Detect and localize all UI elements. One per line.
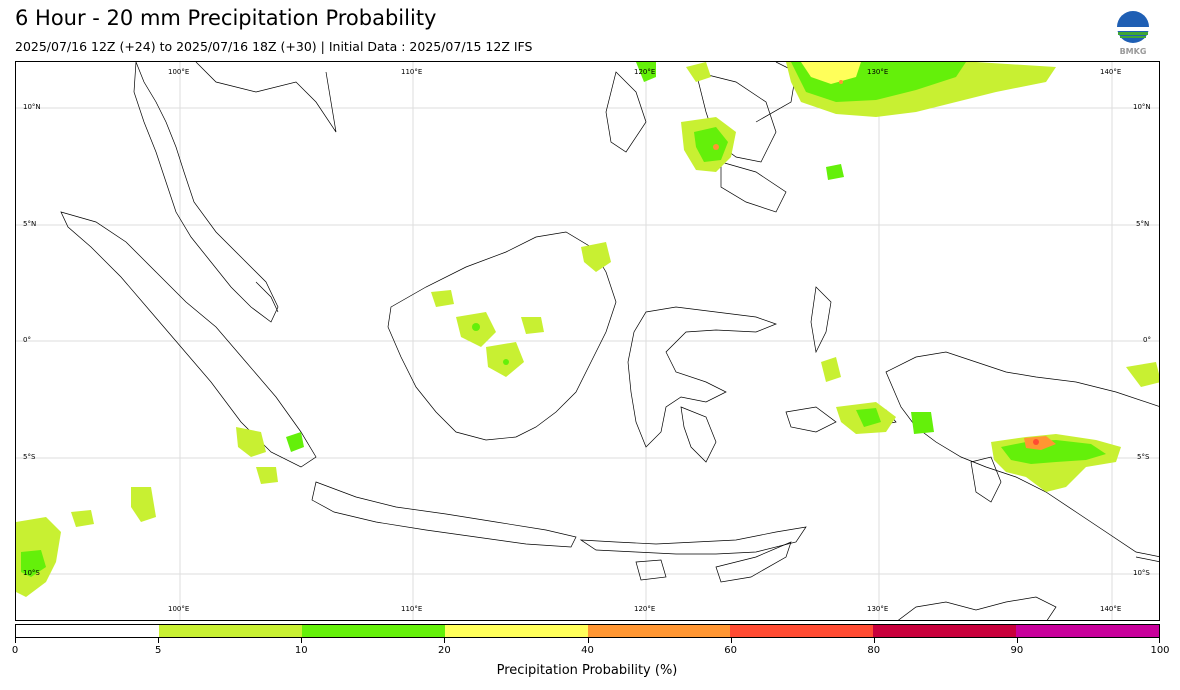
colorbar-segment <box>1016 625 1159 637</box>
colorbar-tick <box>873 638 875 643</box>
lat-label-right: 10°N <box>1133 103 1151 111</box>
colorbar-tick <box>587 638 589 643</box>
colorbar <box>15 624 1160 638</box>
precip-areas <box>16 62 1159 597</box>
coastlines <box>60 62 1159 620</box>
lat-label-left: 10°S <box>23 569 40 577</box>
colorbar-tick <box>444 638 446 643</box>
colorbar-tick-label: 80 <box>867 645 881 656</box>
gridlines <box>16 62 1159 620</box>
colorbar-segment <box>873 625 1017 637</box>
colorbar-tick <box>1016 638 1018 643</box>
colorbar-tick-label: 100 <box>1150 645 1170 656</box>
chart-subtitle: 2025/07/16 12Z (+24) to 2025/07/16 18Z (… <box>15 39 533 54</box>
colorbar-tick-label: 0 <box>11 645 19 656</box>
lat-label-right: 0° <box>1143 336 1151 344</box>
lon-label-bottom: 120°E <box>634 605 656 613</box>
colorbar-segment <box>16 625 159 637</box>
lon-label-bottom: 140°E <box>1100 605 1122 613</box>
lon-label-bottom: 130°E <box>867 605 889 613</box>
colorbar-tick-label: 5 <box>154 645 162 656</box>
lon-label-top: 140°E <box>1100 68 1122 76</box>
bmkg-logo: BMKG <box>1113 10 1153 58</box>
colorbar-title: Precipitation Probability (%) <box>496 663 678 678</box>
colorbar-segment <box>730 625 874 637</box>
map-canvas <box>16 62 1159 620</box>
colorbar-segment <box>444 625 588 637</box>
colorbar-tick-label: 40 <box>581 645 594 656</box>
colorbar-tick-label: 20 <box>438 645 451 656</box>
lat-label-left: 10°N <box>23 103 41 111</box>
colorbar-segment <box>301 625 445 637</box>
logo-text: BMKG <box>1120 47 1147 56</box>
lon-label-bottom: 100°E <box>168 605 190 613</box>
colorbar-tick-label: 60 <box>724 645 737 656</box>
colorbar-tick <box>158 638 160 643</box>
lon-label-top: 110°E <box>401 68 423 76</box>
lat-label-right: 5°N <box>1136 220 1150 228</box>
colorbar-tick <box>15 638 16 643</box>
colorbar-tick <box>1159 638 1160 643</box>
colorbar-segment <box>158 625 302 637</box>
lon-label-bottom: 110°E <box>401 605 423 613</box>
lat-label-left: 5°S <box>23 453 36 461</box>
colorbar-segment <box>587 625 731 637</box>
lon-label-top: 100°E <box>168 68 190 76</box>
lat-label-right: 5°S <box>1137 453 1150 461</box>
colorbar-tick <box>730 638 732 643</box>
lon-label-top: 120°E <box>634 68 656 76</box>
lon-label-top: 130°E <box>867 68 889 76</box>
colorbar-tick-label: 90 <box>1010 645 1024 656</box>
precipitation-map: 100°E 110°E 120°E 130°E 140°E 100°E 110°… <box>15 61 1160 621</box>
colorbar-tick-label: 10 <box>294 645 308 656</box>
colorbar-tick <box>301 638 303 643</box>
lat-label-left: 5°N <box>23 220 37 228</box>
lat-label-right: 10°S <box>1133 569 1150 577</box>
chart-title: 6 Hour - 20 mm Precipitation Probability <box>15 6 437 30</box>
lat-label-left: 0° <box>23 336 31 344</box>
